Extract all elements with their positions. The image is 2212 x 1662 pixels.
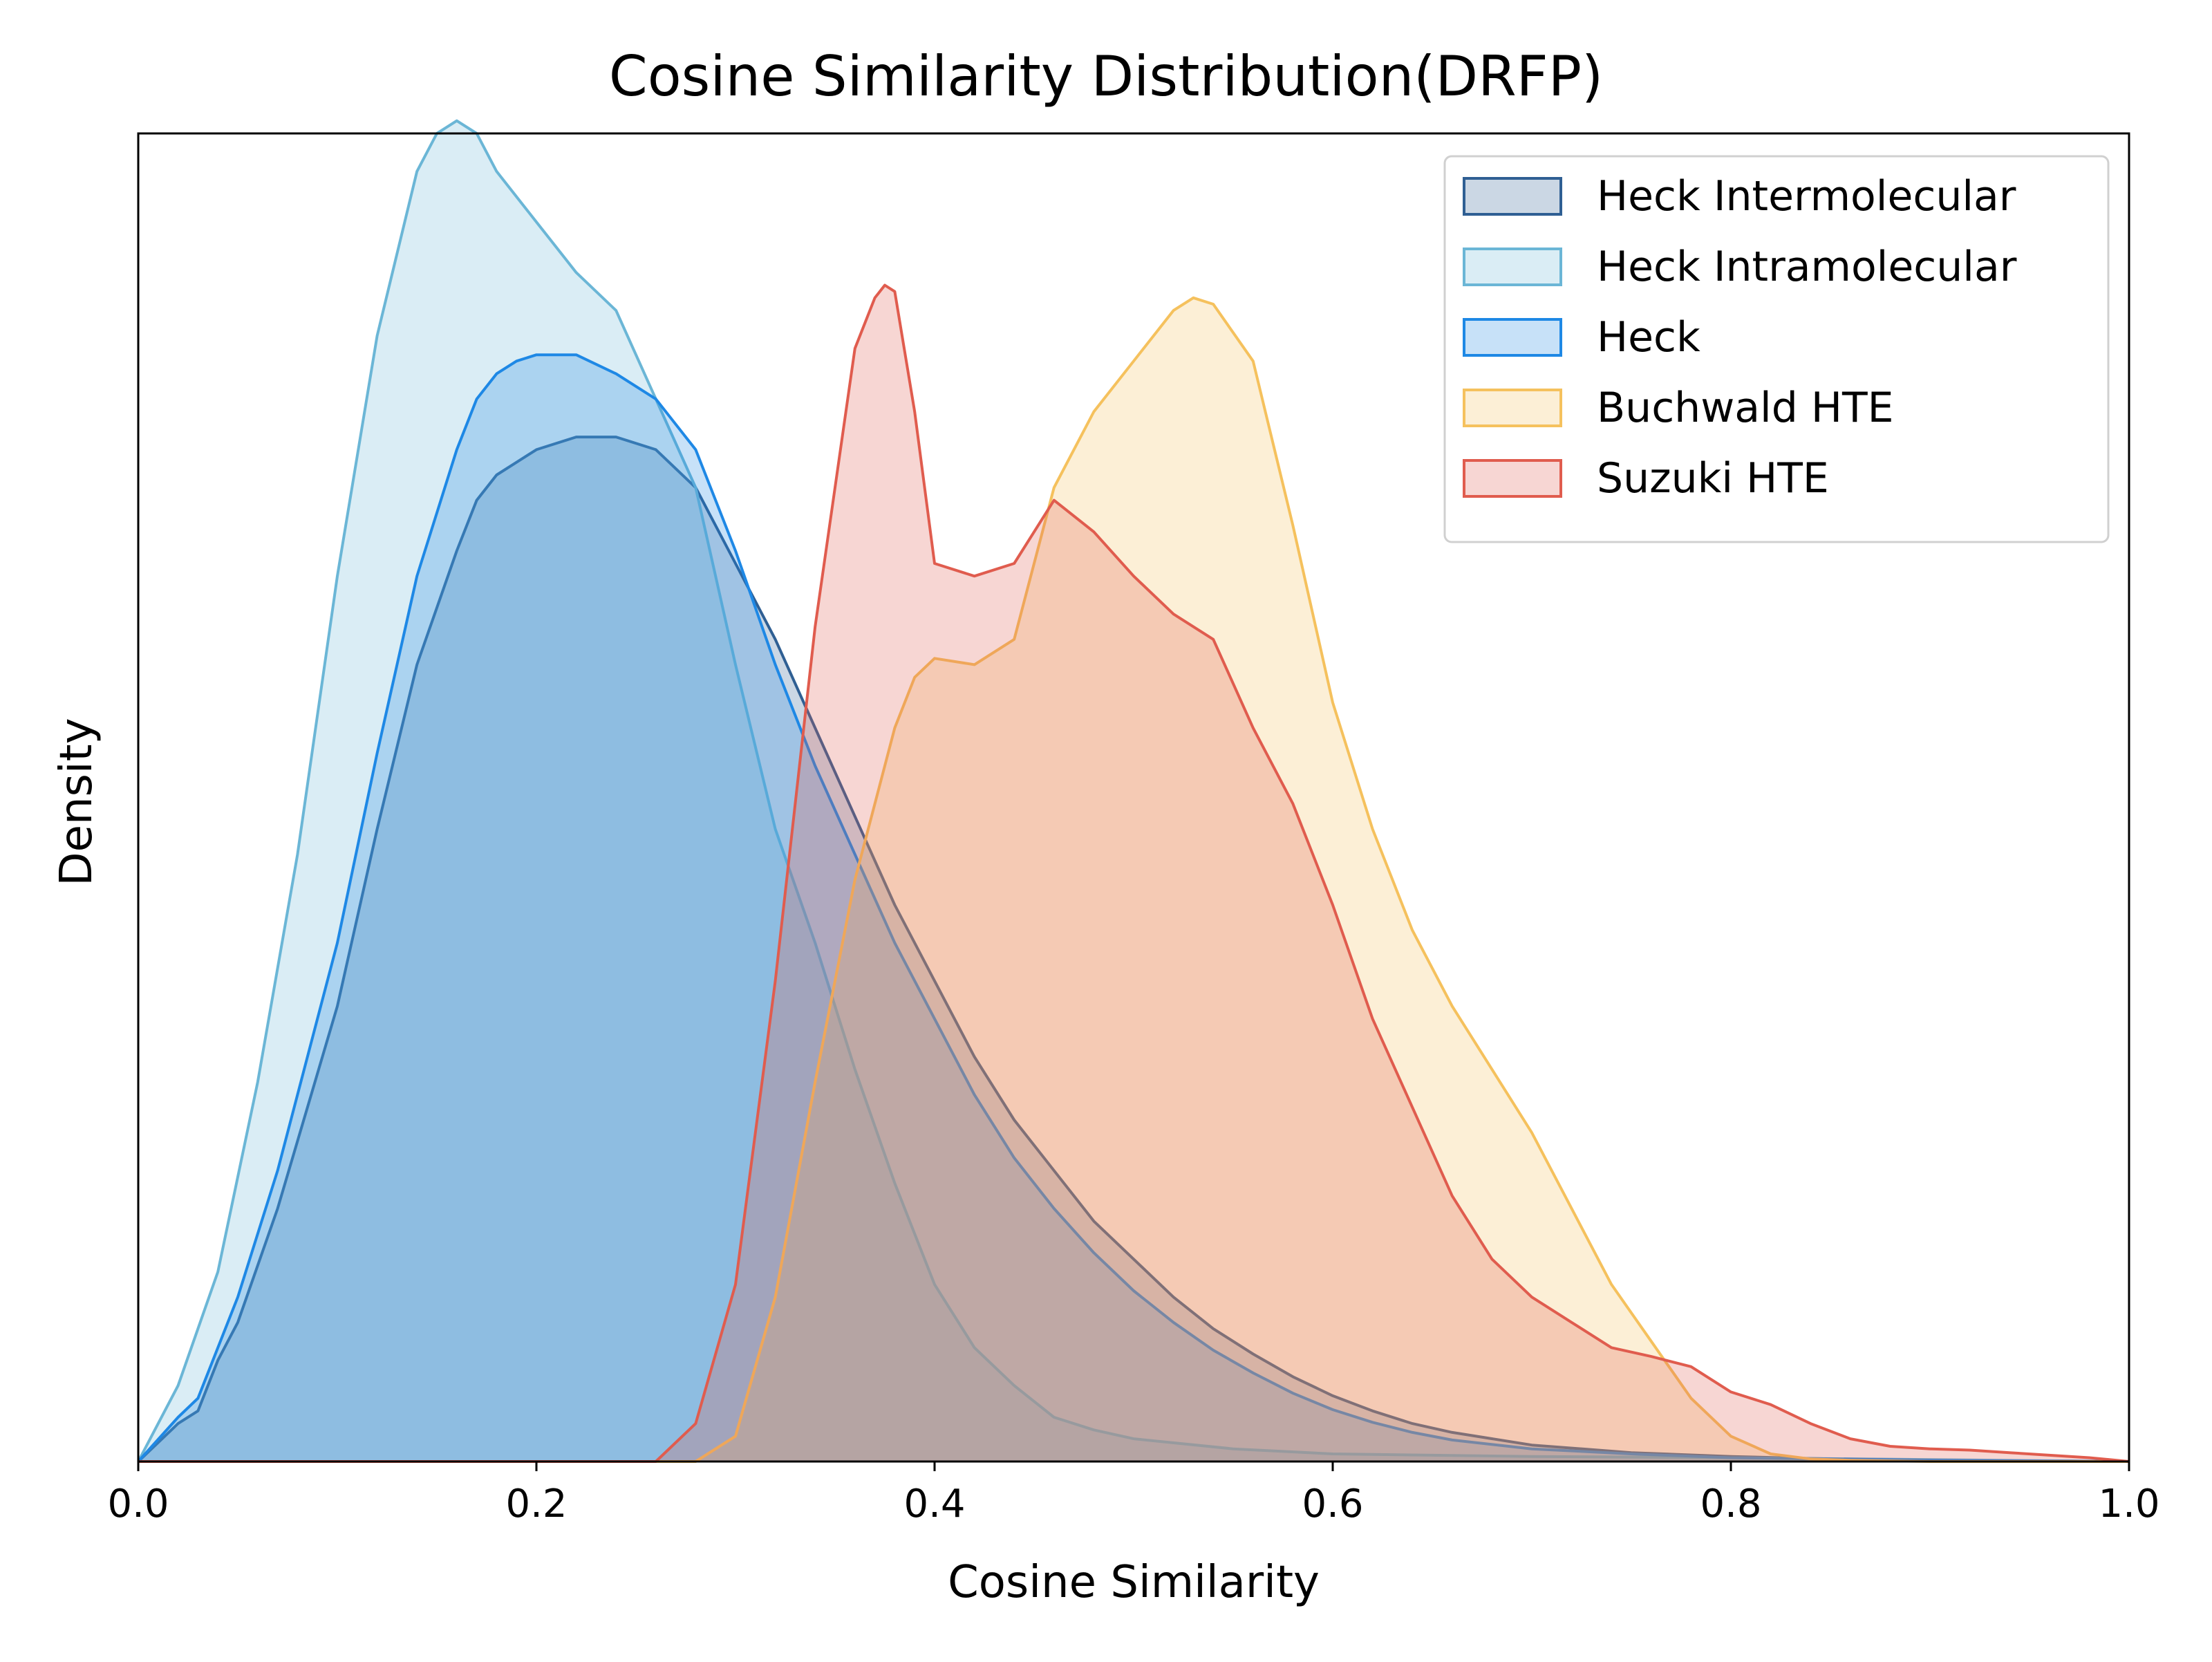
legend-label-heck: Heck	[1597, 313, 1700, 362]
legend-swatch-heck-intramolecular	[1463, 248, 1562, 286]
legend-swatch-suzuki-hte	[1463, 459, 1562, 498]
series-area-heck-intermolecular	[138, 437, 2129, 1462]
x-tick-label: 0.6	[1302, 1482, 1363, 1526]
x-axis-ticks: 0.0 0.2 0.4 0.6 0.8 1.0	[107, 1462, 2160, 1526]
legend-box	[1443, 155, 2110, 543]
legend-label-suzuki-hte: Suzuki HTE	[1597, 454, 1829, 503]
series-layer	[137, 119, 2130, 1463]
series-area-suzuki-hte	[138, 285, 2129, 1462]
legend-swatch-heck	[1463, 318, 1562, 357]
series-line-heck	[137, 353, 2130, 1463]
x-tick-label: 0.2	[505, 1482, 567, 1526]
legend-swatch-buchwald-hte	[1463, 389, 1562, 427]
plot-frame	[137, 132, 2130, 1463]
series-area-buchwald-hte	[138, 297, 2129, 1462]
x-tick-label: 0.4	[903, 1482, 965, 1526]
series-area-heck-intramolecular	[138, 120, 2129, 1462]
series-line-buchwald-hte	[138, 296, 2129, 1463]
series-line-heck-intermolecular	[137, 436, 2130, 1463]
series-area-heck	[138, 355, 2129, 1462]
series-line-suzuki-hte	[138, 283, 2130, 1463]
y-axis-label: Density	[51, 718, 102, 886]
x-axis-label: Cosine Similarity	[948, 1557, 1320, 1608]
legend: Heck Intermolecular Heck Intramolecular He…	[1443, 155, 2110, 543]
x-tick-label: 0.8	[1700, 1482, 1761, 1526]
legend-label-heck-intermolecular: Heck Intermolecular	[1597, 172, 2016, 221]
chart-title: Cosine Similarity Distribution(DRFP)	[609, 44, 1603, 109]
legend-swatch-heck-intermolecular	[1463, 177, 1562, 216]
series-line-heck-intramolecular	[137, 119, 2130, 1463]
x-tick-label: 1.0	[2098, 1482, 2159, 1526]
x-tick-label: 0.0	[107, 1482, 169, 1526]
legend-label-buchwald-hte: Buchwald HTE	[1597, 384, 1894, 432]
legend-label-heck-intramolecular: Heck Intramolecular	[1597, 243, 2017, 291]
